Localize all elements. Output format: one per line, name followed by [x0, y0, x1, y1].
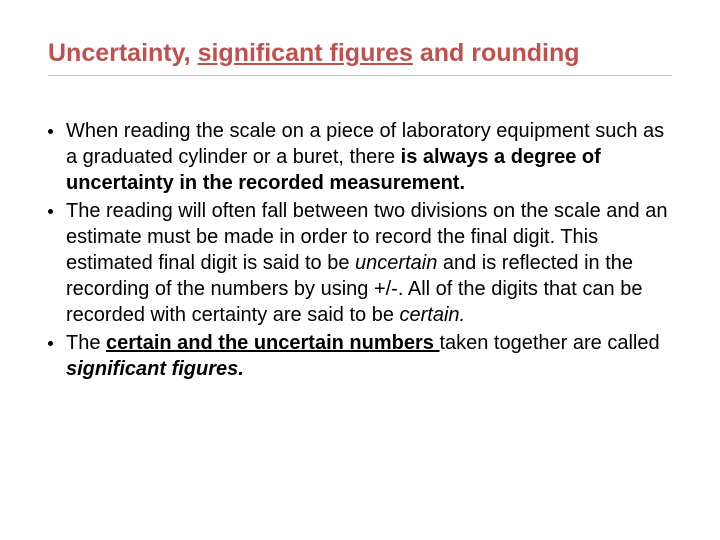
list-item: The reading will often fall between two …	[48, 198, 672, 328]
title-part-2: and rounding	[413, 39, 580, 67]
slide: Uncertainty, significant figures and rou…	[0, 0, 720, 540]
text-run: significant figures.	[66, 358, 244, 380]
title-divider	[48, 75, 672, 76]
list-item: The certain and the uncertain numbers ta…	[48, 330, 672, 382]
text-run: certain.	[400, 304, 466, 326]
bullet-list: When reading the scale on a piece of lab…	[48, 118, 672, 382]
bullet-body: The reading will often fall between two …	[66, 198, 672, 328]
bullet-body: The certain and the uncertain numbers ta…	[66, 330, 672, 382]
text-run: certain and the uncertain numbers	[106, 332, 439, 354]
title-underlined: significant figures	[198, 39, 413, 67]
bullet-dot-icon	[48, 209, 53, 214]
slide-title: Uncertainty, significant figures and rou…	[48, 38, 672, 69]
list-item: When reading the scale on a piece of lab…	[48, 118, 672, 196]
bullet-body: When reading the scale on a piece of lab…	[66, 118, 672, 196]
text-run: uncertain	[355, 252, 437, 274]
bullet-dot-icon	[48, 129, 53, 134]
bullet-dot-icon	[48, 341, 53, 346]
text-run: The	[66, 332, 106, 354]
title-part-1: Uncertainty,	[48, 39, 198, 67]
text-run: taken together are called	[439, 332, 659, 354]
